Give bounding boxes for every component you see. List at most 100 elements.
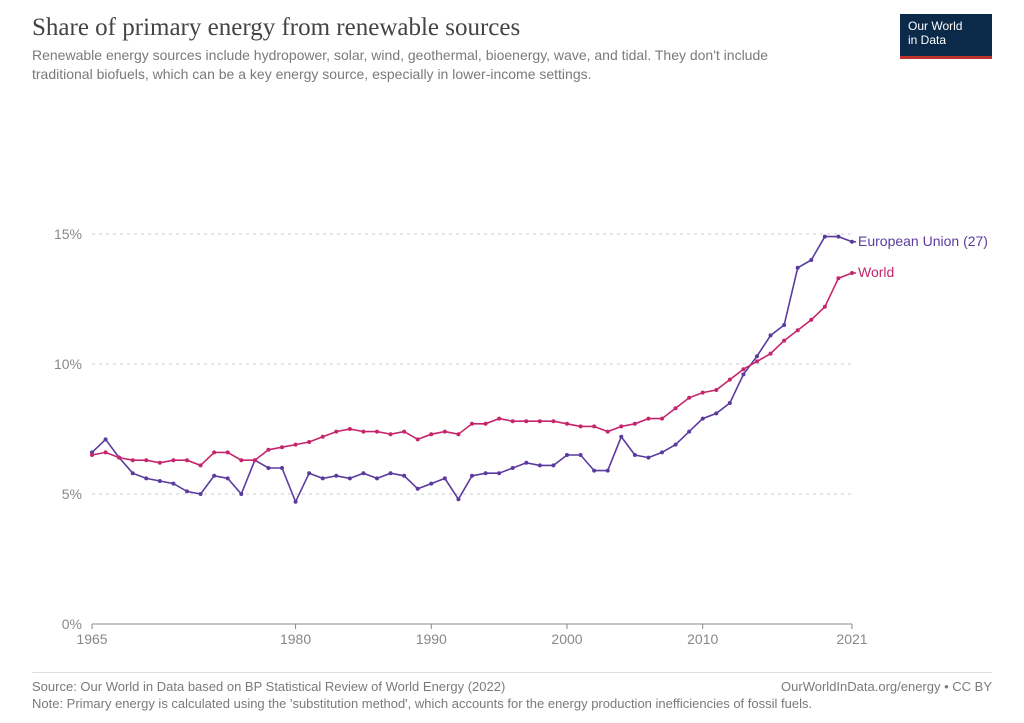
- series-marker: [131, 471, 135, 475]
- chart-subtitle: Renewable energy sources include hydropo…: [32, 46, 812, 84]
- series-marker: [809, 318, 813, 322]
- series-marker: [687, 396, 691, 400]
- owid-logo-line1: Our World: [908, 20, 984, 34]
- series-marker: [375, 476, 379, 480]
- series-marker: [497, 417, 501, 421]
- series-marker: [104, 437, 108, 441]
- chart-footer: Source: Our World in Data based on BP St…: [32, 672, 992, 711]
- series-marker: [551, 463, 555, 467]
- series-marker: [565, 453, 569, 457]
- series-marker: [741, 367, 745, 371]
- series-marker: [836, 235, 840, 239]
- series-marker: [484, 471, 488, 475]
- series-marker: [796, 328, 800, 332]
- series-marker: [755, 359, 759, 363]
- footer-attribution: OurWorldInData.org/energy • CC BY: [781, 679, 992, 694]
- series-marker: [619, 424, 623, 428]
- xtick-label: 1965: [76, 631, 107, 644]
- series-marker: [633, 453, 637, 457]
- series-marker: [728, 401, 732, 405]
- series-marker: [484, 422, 488, 426]
- series-marker: [321, 435, 325, 439]
- series-marker: [524, 461, 528, 465]
- series-label: European Union (27): [858, 233, 988, 249]
- chart-header: Share of primary energy from renewable s…: [0, 0, 1024, 84]
- series-marker: [294, 500, 298, 504]
- owid-logo-underline: [900, 56, 992, 59]
- series-marker: [741, 372, 745, 376]
- owid-logo-box: Our World in Data: [900, 14, 992, 56]
- ytick-label: 10%: [54, 356, 82, 372]
- series-marker: [158, 479, 162, 483]
- series-marker: [497, 471, 501, 475]
- series-marker: [538, 463, 542, 467]
- series-marker: [416, 487, 420, 491]
- chart-title: Share of primary energy from renewable s…: [32, 14, 992, 42]
- series-marker: [823, 305, 827, 309]
- series-marker: [674, 406, 678, 410]
- series-marker: [171, 482, 175, 486]
- series-marker: [836, 276, 840, 280]
- series-marker: [239, 492, 243, 496]
- series-marker: [796, 266, 800, 270]
- series-marker: [619, 435, 623, 439]
- series-marker: [158, 461, 162, 465]
- series-marker: [660, 417, 664, 421]
- series-marker: [782, 339, 786, 343]
- series-marker: [348, 427, 352, 431]
- owid-logo: Our World in Data: [900, 14, 992, 59]
- series-marker: [294, 443, 298, 447]
- footer-note: Note: Primary energy is calculated using…: [32, 696, 992, 711]
- series-marker: [633, 422, 637, 426]
- series-marker: [226, 450, 230, 454]
- series-marker: [253, 458, 257, 462]
- series-marker: [402, 430, 406, 434]
- series-marker: [171, 458, 175, 462]
- series-marker: [755, 354, 759, 358]
- ytick-label: 5%: [62, 486, 82, 502]
- ytick-label: 15%: [54, 226, 82, 242]
- series-marker: [456, 432, 460, 436]
- series-marker: [714, 411, 718, 415]
- series-marker: [470, 474, 474, 478]
- series-marker: [131, 458, 135, 462]
- series-marker: [416, 437, 420, 441]
- series-marker: [429, 482, 433, 486]
- xtick-label: 1980: [280, 631, 311, 644]
- series-marker: [348, 476, 352, 480]
- series-marker: [565, 422, 569, 426]
- series-marker: [592, 424, 596, 428]
- series-marker: [687, 430, 691, 434]
- series-marker: [714, 388, 718, 392]
- series-marker: [199, 492, 203, 496]
- footer-row: Source: Our World in Data based on BP St…: [32, 679, 992, 694]
- series-marker: [443, 430, 447, 434]
- series-marker: [389, 432, 393, 436]
- series-marker: [266, 448, 270, 452]
- series-marker: [144, 458, 148, 462]
- series-marker: [361, 471, 365, 475]
- series-marker: [239, 458, 243, 462]
- series-marker: [375, 430, 379, 434]
- series-marker: [429, 432, 433, 436]
- series-marker: [511, 419, 515, 423]
- series-marker: [199, 463, 203, 467]
- footer-source: Source: Our World in Data based on BP St…: [32, 679, 505, 694]
- chart-svg: 0%5%10%15%196519801990200020102021Europe…: [32, 104, 992, 644]
- series-marker: [769, 333, 773, 337]
- series-marker: [674, 443, 678, 447]
- series-line: [92, 237, 852, 502]
- chart-area: 0%5%10%15%196519801990200020102021Europe…: [32, 104, 992, 644]
- series-marker: [361, 430, 365, 434]
- series-marker: [511, 466, 515, 470]
- series-line: [92, 273, 852, 465]
- series-marker: [606, 469, 610, 473]
- series-marker: [212, 450, 216, 454]
- series-marker: [660, 450, 664, 454]
- series-marker: [280, 466, 284, 470]
- series-label: World: [858, 264, 894, 280]
- xtick-label: 2021: [836, 631, 867, 644]
- series-marker: [266, 466, 270, 470]
- series-marker: [701, 391, 705, 395]
- series-marker: [579, 424, 583, 428]
